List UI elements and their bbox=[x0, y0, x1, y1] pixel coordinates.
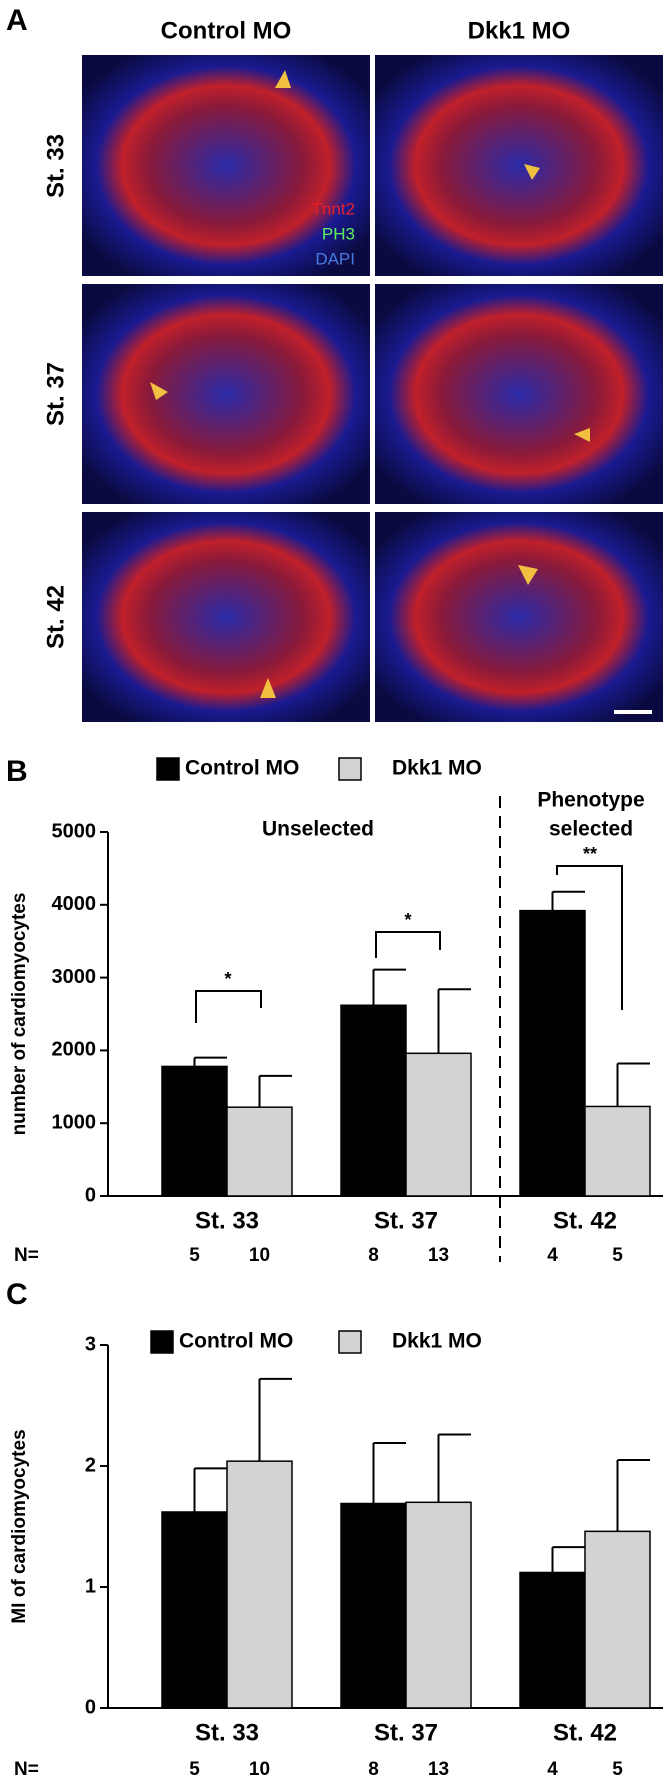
n-value: 13 bbox=[428, 1759, 449, 1780]
n-value: 5 bbox=[189, 1245, 200, 1266]
micrograph bbox=[375, 284, 663, 504]
x-tick-label: St. 42 bbox=[553, 1719, 617, 1746]
bar bbox=[405, 1052, 472, 1197]
bar bbox=[519, 909, 586, 1197]
legend-label: Control MO bbox=[179, 1330, 293, 1353]
y-tick-label: 0 bbox=[85, 1184, 96, 1206]
stain-label: DAPI bbox=[315, 249, 355, 268]
error-bar bbox=[551, 890, 585, 911]
y-tick-label: 5000 bbox=[52, 820, 97, 842]
n-value: 8 bbox=[368, 1245, 379, 1266]
panel-label: B bbox=[6, 755, 28, 788]
x-tick-label: St. 33 bbox=[195, 1207, 259, 1234]
n-value: 10 bbox=[249, 1245, 270, 1266]
legend-label: Dkk1 MO bbox=[392, 757, 482, 780]
x-tick-label: St. 37 bbox=[374, 1719, 438, 1746]
error-bar bbox=[437, 988, 471, 1054]
row-label: St. 42 bbox=[42, 585, 69, 649]
panel-label: A bbox=[6, 4, 28, 37]
n-value: 4 bbox=[547, 1759, 558, 1780]
bracket bbox=[195, 990, 262, 1023]
bar bbox=[405, 1501, 472, 1709]
micrograph bbox=[82, 284, 370, 504]
stain-label: Tnnt2 bbox=[312, 199, 355, 218]
y-axis-label: number of cardiomyocytes bbox=[9, 893, 30, 1136]
n-value: 5 bbox=[612, 1759, 623, 1780]
significance-mark: ** bbox=[583, 844, 597, 864]
bracket bbox=[375, 931, 441, 958]
error-bar bbox=[193, 1467, 227, 1512]
micrograph bbox=[375, 55, 663, 276]
annotation: selected bbox=[549, 818, 633, 841]
y-axis-label: MI of cardiomyocytes bbox=[9, 1429, 30, 1623]
bracket bbox=[556, 865, 623, 1010]
error-bar bbox=[551, 1546, 585, 1573]
error-bar bbox=[193, 1056, 227, 1067]
column-header: Control MO bbox=[161, 17, 292, 44]
y-tick-label: 4000 bbox=[52, 893, 97, 915]
legend-swatch bbox=[156, 757, 180, 781]
y-tick-label: 3 bbox=[85, 1333, 96, 1355]
bar bbox=[584, 1530, 651, 1709]
bar bbox=[161, 1511, 228, 1709]
legend-swatch bbox=[150, 1330, 174, 1354]
legend-swatch bbox=[338, 1330, 362, 1354]
error-bar bbox=[616, 1062, 650, 1107]
bar bbox=[161, 1065, 228, 1197]
row-label: St. 33 bbox=[42, 134, 69, 198]
error-bar bbox=[437, 1433, 471, 1503]
micrograph bbox=[375, 512, 663, 722]
bar bbox=[584, 1105, 651, 1197]
error-bar bbox=[258, 1074, 292, 1108]
legend-label: Dkk1 MO bbox=[392, 1330, 482, 1353]
micrograph bbox=[82, 512, 370, 722]
x-tick-label: St. 33 bbox=[195, 1719, 259, 1746]
x-tick-label: St. 42 bbox=[553, 1207, 617, 1234]
panel-label: C bbox=[6, 1278, 28, 1311]
y-tick-label: 2000 bbox=[52, 1039, 97, 1061]
annotation: Phenotype bbox=[537, 789, 644, 812]
y-tick-label: 2 bbox=[85, 1454, 96, 1476]
error-bar bbox=[372, 968, 406, 1006]
micrographs bbox=[82, 55, 663, 722]
y-tick-label: 3000 bbox=[52, 966, 97, 988]
bar bbox=[226, 1106, 293, 1197]
n-value: 13 bbox=[428, 1245, 449, 1266]
n-value: 4 bbox=[547, 1245, 558, 1266]
y-tick-label: 1 bbox=[85, 1575, 96, 1597]
n-value: 5 bbox=[612, 1245, 623, 1266]
error-bar bbox=[372, 1442, 406, 1504]
error-bar bbox=[258, 1377, 292, 1462]
bar bbox=[340, 1004, 407, 1197]
row-label: St. 37 bbox=[42, 362, 69, 426]
bar bbox=[226, 1460, 293, 1709]
x-tick-label: St. 37 bbox=[374, 1207, 438, 1234]
legend-label: Control MO bbox=[185, 757, 299, 780]
micrograph bbox=[82, 55, 370, 276]
significance-mark: * bbox=[224, 969, 231, 989]
column-header: Dkk1 MO bbox=[468, 17, 571, 44]
legend-swatch bbox=[338, 757, 362, 781]
n-label: N= bbox=[14, 1245, 39, 1266]
significance-mark: * bbox=[404, 910, 411, 930]
n-label: N= bbox=[14, 1759, 39, 1780]
stain-label: PH3 bbox=[322, 224, 355, 243]
n-value: 10 bbox=[249, 1759, 270, 1780]
significance bbox=[195, 796, 623, 1262]
bar bbox=[519, 1571, 586, 1709]
error-bar bbox=[616, 1458, 650, 1532]
bar bbox=[340, 1502, 407, 1709]
y-tick-label: 1000 bbox=[52, 1111, 97, 1133]
n-value: 8 bbox=[368, 1759, 379, 1780]
n-value: 5 bbox=[189, 1759, 200, 1780]
annotation: Unselected bbox=[262, 818, 374, 841]
y-tick-label: 0 bbox=[85, 1696, 96, 1718]
